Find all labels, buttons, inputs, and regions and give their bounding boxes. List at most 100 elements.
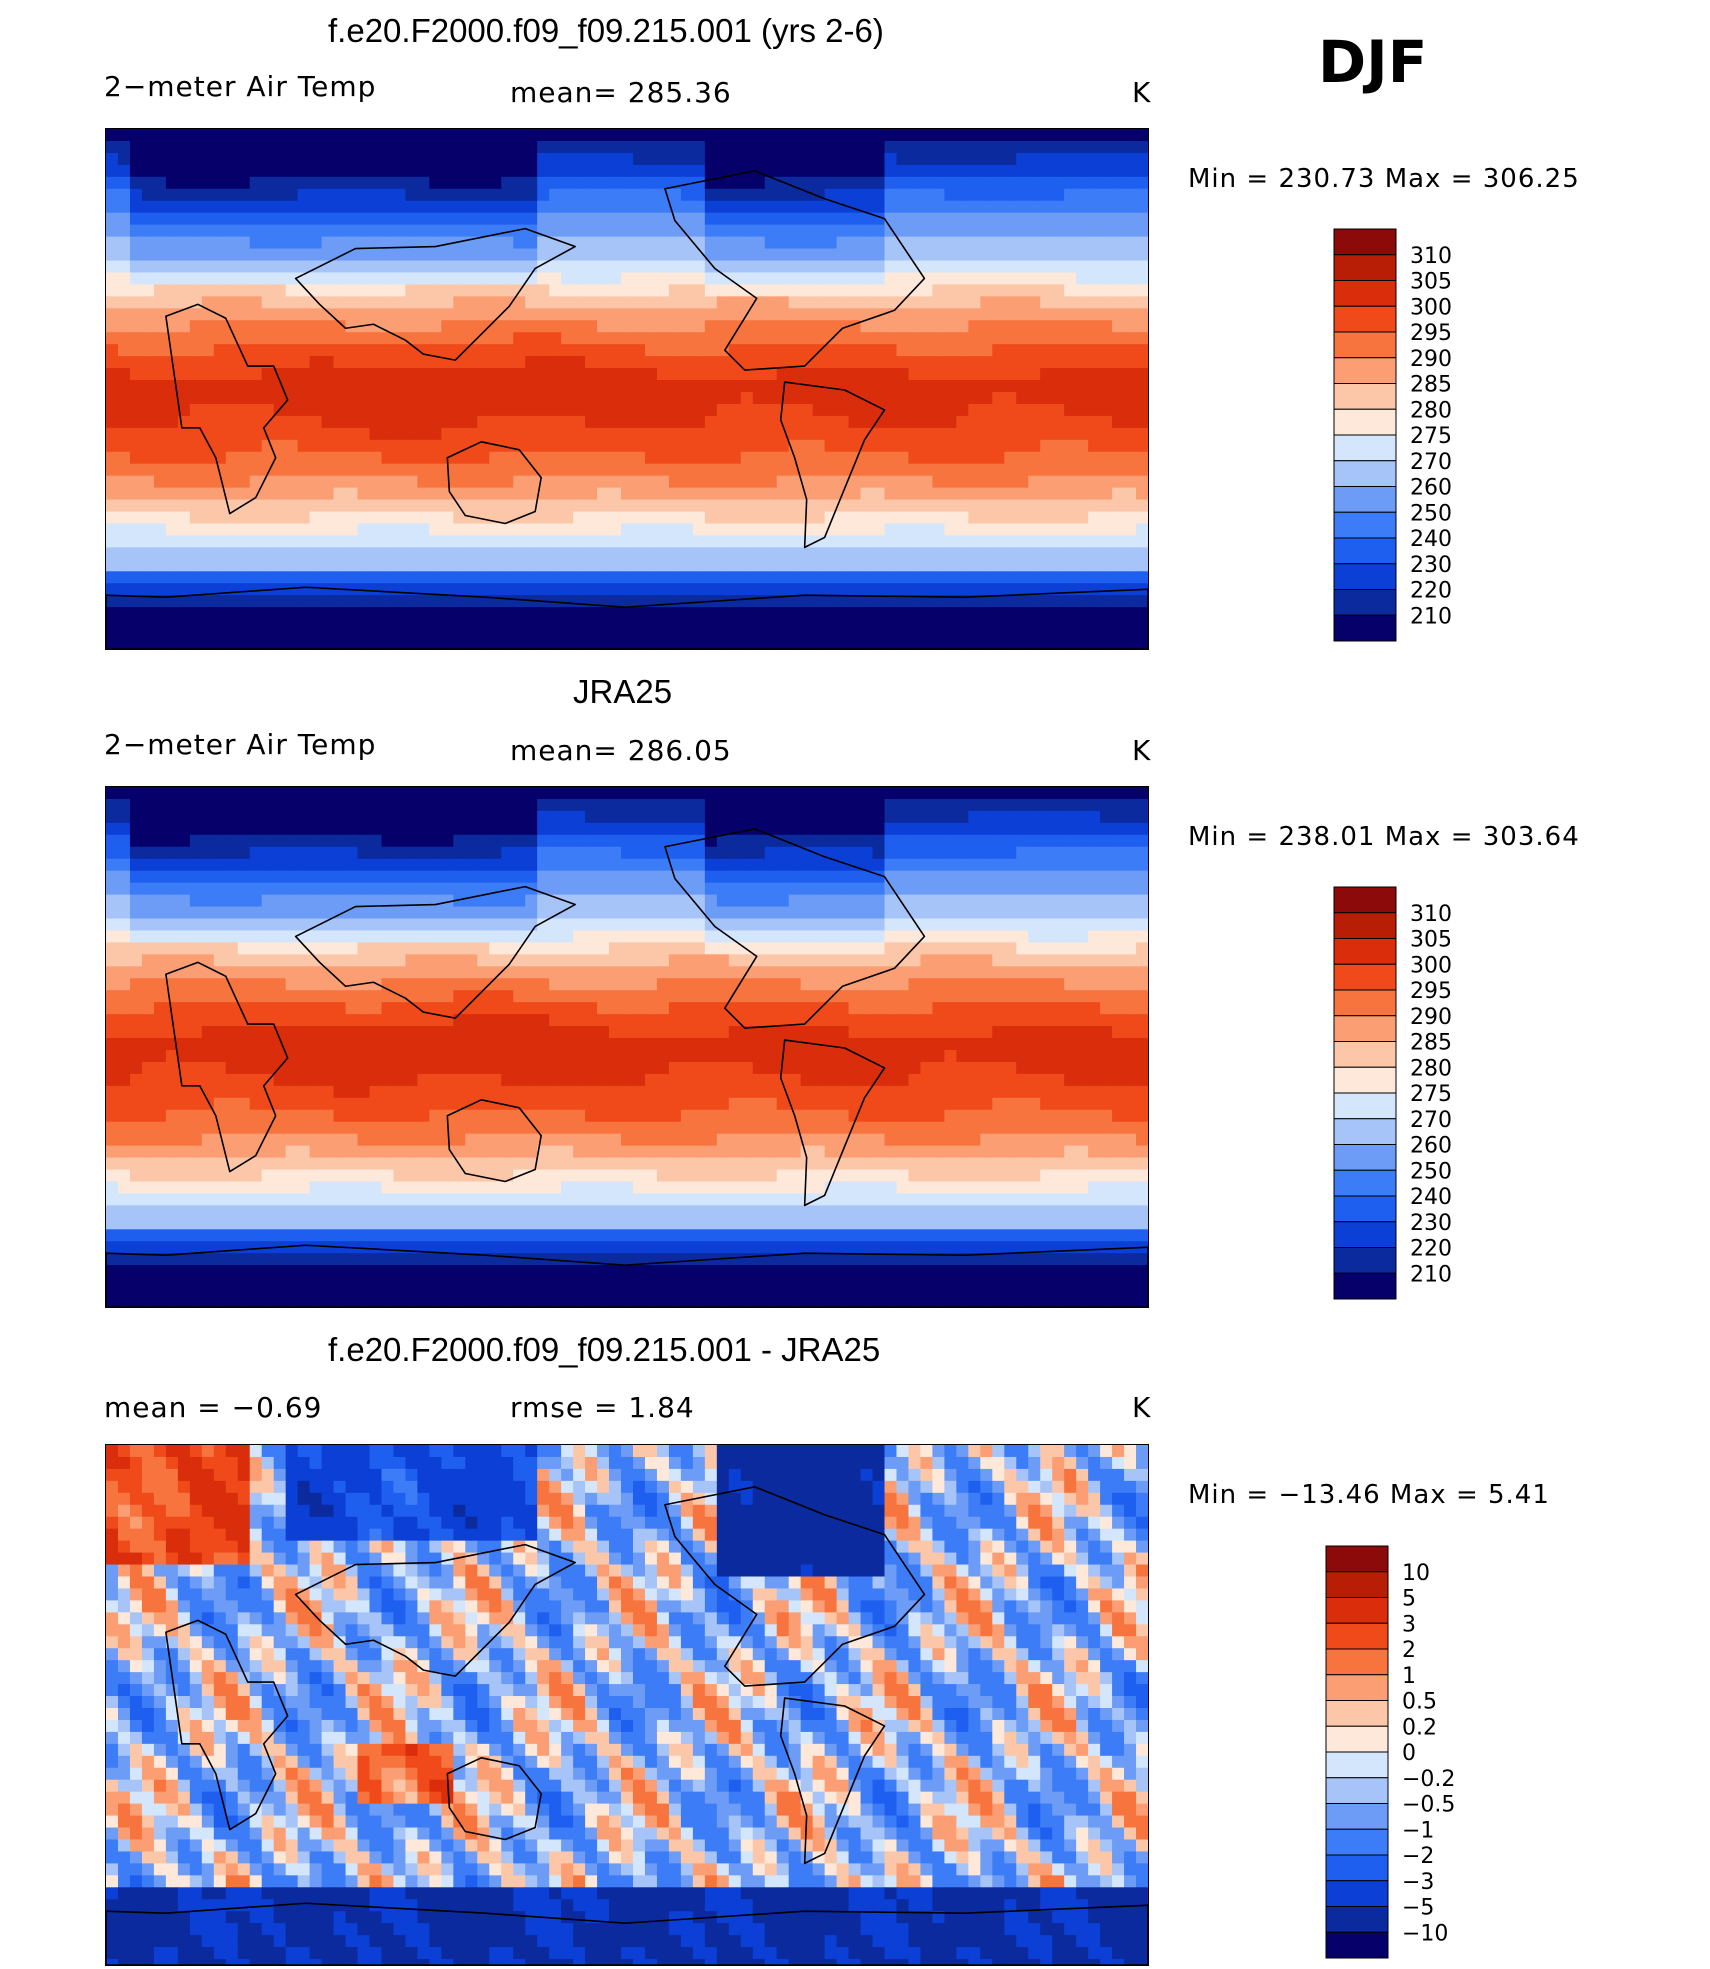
field-cell <box>764 284 778 297</box>
field-cell <box>609 846 622 860</box>
field-cell <box>249 894 263 908</box>
field-cell <box>992 595 1005 608</box>
field-cell <box>489 212 502 226</box>
field-cell <box>417 511 430 524</box>
field-cell <box>106 810 119 824</box>
field-cell <box>549 511 562 524</box>
field-cell <box>728 547 742 560</box>
field-cell <box>225 176 239 190</box>
field-cell <box>1028 164 1041 178</box>
field-cell <box>848 607 862 620</box>
field-cell <box>153 391 167 405</box>
field-cell <box>273 631 287 644</box>
field-cell <box>189 176 203 190</box>
field-cell <box>716 320 730 333</box>
field-cell <box>1064 810 1077 824</box>
field-cell <box>585 535 598 548</box>
field-cell <box>513 858 526 872</box>
field-cell <box>153 188 167 202</box>
field-cell <box>752 870 766 884</box>
field-cell <box>585 487 598 501</box>
field-cell <box>177 391 191 405</box>
field-cell <box>644 320 658 333</box>
field-cell <box>309 834 323 848</box>
field-cell <box>680 918 694 931</box>
field-cell <box>944 643 957 649</box>
field-cell <box>537 487 550 501</box>
field-cell <box>297 571 311 584</box>
field-cell <box>309 212 323 226</box>
field-cell <box>656 918 670 931</box>
field-cell <box>1076 320 1089 333</box>
field-cell <box>573 822 586 836</box>
field-cell <box>621 894 634 908</box>
field-cell <box>477 559 490 572</box>
field-cell <box>716 380 730 393</box>
field-cell <box>1040 248 1053 261</box>
field-cell <box>261 906 275 919</box>
colorbar-tick-label: 220 <box>1410 579 1452 604</box>
field-cell <box>1052 415 1065 429</box>
field-cell <box>1016 188 1029 202</box>
field-cell <box>297 368 311 381</box>
field-cell <box>441 129 454 142</box>
field-cell <box>189 200 203 214</box>
field-cell <box>1088 224 1101 238</box>
field-cell <box>1136 559 1148 572</box>
field-cell <box>357 583 370 596</box>
field-cell <box>345 858 359 872</box>
field-cell <box>1124 200 1137 214</box>
field-cell <box>1124 368 1137 381</box>
field-cell <box>537 380 550 393</box>
field-cell <box>1124 296 1137 309</box>
field-cell <box>297 523 311 536</box>
field-cell <box>884 571 897 584</box>
field-cell <box>141 439 155 453</box>
field-cell <box>165 918 179 931</box>
field-cell <box>692 272 706 285</box>
field-cell <box>644 894 658 908</box>
field-cell <box>788 212 802 226</box>
field-cell <box>609 152 622 166</box>
field-cell <box>441 834 454 848</box>
field-cell <box>968 212 981 226</box>
field-cell <box>405 595 418 608</box>
field-cell <box>884 356 897 369</box>
field-cell <box>968 499 981 513</box>
field-cell <box>908 308 921 321</box>
field-cell <box>668 463 682 477</box>
field-cell <box>357 619 370 632</box>
field-cell <box>740 822 754 836</box>
field-cell <box>381 571 394 584</box>
field-cell <box>549 523 562 536</box>
field-cell <box>896 439 909 453</box>
field-cell <box>393 284 406 297</box>
field-cell <box>1040 308 1053 321</box>
field-cell <box>740 260 754 273</box>
field-cell <box>321 188 335 202</box>
coastline <box>664 170 926 371</box>
field-cell <box>932 499 945 513</box>
field-cell <box>189 320 203 333</box>
field-cell <box>549 200 562 214</box>
field-cell <box>189 391 203 405</box>
field-cell <box>884 415 897 429</box>
field-cell <box>201 224 215 238</box>
field-cell <box>549 487 562 501</box>
field-cell <box>165 547 179 560</box>
field-cell <box>489 607 502 620</box>
field-cell <box>692 380 706 393</box>
field-cell <box>537 918 550 931</box>
field-cell <box>1040 810 1053 824</box>
field-cell <box>369 236 382 250</box>
field-cell <box>201 906 215 919</box>
field-cell <box>908 188 921 202</box>
field-cell <box>1076 918 1089 931</box>
field-cell <box>704 320 718 333</box>
field-cell <box>561 296 574 309</box>
field-cell <box>860 619 874 632</box>
field-cell <box>932 906 945 919</box>
field-cell <box>225 248 239 261</box>
field-cell <box>1088 906 1101 919</box>
field-cell <box>944 834 957 848</box>
